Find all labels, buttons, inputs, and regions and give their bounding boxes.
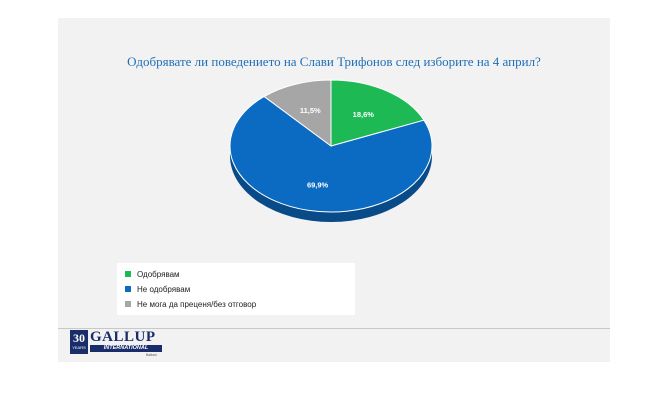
logo-years: YEARS	[72, 345, 86, 350]
footer-divider	[58, 328, 610, 329]
legend-label-approve: Одобрявам	[137, 269, 180, 279]
pie-slice-approve	[330, 79, 425, 147]
pie-slice-disapprove	[229, 95, 433, 213]
legend-swatch-no-answer	[125, 301, 131, 307]
logo-international: INTERNATIONAL	[90, 345, 162, 352]
legend-item-no-answer: Не мога да преценя/без отговор	[125, 297, 256, 311]
legend-label-disapprove: Не одобрявам	[137, 284, 191, 294]
logo-number: 30	[70, 330, 88, 354]
legend-item-disapprove: Не одобрявам	[125, 282, 190, 296]
chart-title: Одобрявате ли поведението на Слави Трифо…	[127, 54, 541, 69]
legend-label-no-answer: Не мога да преценя/без отговор	[137, 299, 257, 309]
legend-swatch-approve	[125, 271, 131, 277]
data-label-no-answer: 11,5%	[300, 106, 321, 115]
data-label-disapprove: 69,9%	[307, 181, 329, 190]
pie-chart: 18,6% 69,9% 11,5%	[229, 79, 433, 222]
chart-panel: Одобрявате ли поведението на Слави Трифо…	[58, 18, 610, 362]
logo-subtitle: Balkan	[146, 353, 157, 357]
legend-swatch-disapprove	[125, 286, 131, 292]
data-label-approve: 18,6%	[353, 110, 375, 119]
pie-slice-no-answer	[263, 79, 332, 147]
legend-item-approve: Одобрявам	[125, 267, 180, 281]
chart-legend: Одобрявам Не одобрявам Не мога да прецен…	[117, 263, 355, 315]
logo-name: GALLUP	[90, 329, 156, 345]
